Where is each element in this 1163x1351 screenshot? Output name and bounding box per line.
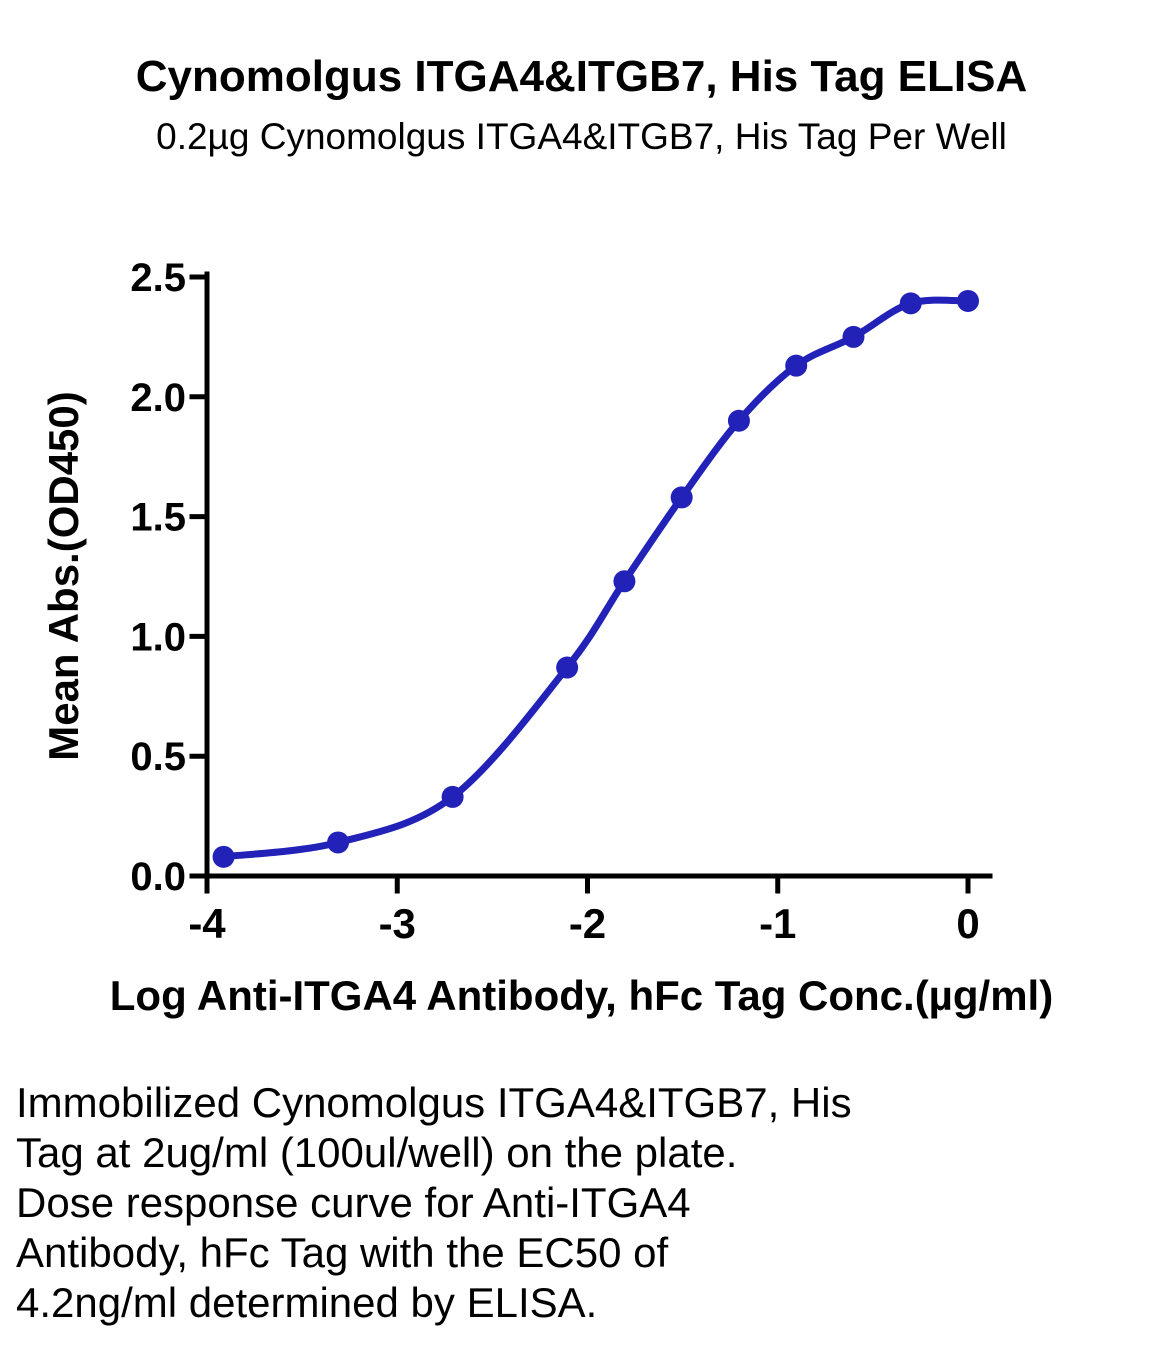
caption-line: Antibody, hFc Tag with the EC50 of — [16, 1229, 669, 1276]
data-point — [899, 292, 922, 315]
x-tick-label: -1 — [759, 900, 796, 947]
chart-title: Cynomolgus ITGA4&ITGB7, His Tag ELISA — [135, 52, 1028, 101]
x-tick-label: -2 — [569, 900, 606, 947]
y-tick-label: 1.5 — [130, 496, 186, 540]
y-tick-label: 2.5 — [130, 256, 186, 300]
dose-response-chart: 0.0 0.5 1.0 1.5 2.0 2.5 -4 -3 -2 -1 0 Mean Abs.(OD4… — [40, 256, 993, 947]
x-tick-label: 0 — [956, 900, 979, 947]
y-tick-label: 2.0 — [130, 376, 186, 420]
y-tick-label: 0.0 — [130, 855, 186, 899]
data-point — [842, 325, 865, 348]
caption-line: Immobilized Cynomolgus ITGA4&ITGB7, His — [16, 1079, 852, 1126]
caption-line: Dose response curve for Anti-ITGA4 — [16, 1179, 691, 1226]
axes — [189, 271, 993, 894]
tick-labels: 0.0 0.5 1.0 1.5 2.0 2.5 -4 -3 -2 -1 0 — [130, 256, 979, 947]
data-points — [212, 289, 979, 868]
caption-line: Tag at 2ug/ml (100ul/well) on the plate. — [16, 1129, 738, 1176]
y-tick-label: 0.5 — [130, 735, 186, 779]
x-tick-label: -4 — [188, 900, 226, 947]
figure-caption: Immobilized Cynomolgus ITGA4&ITGB7, His … — [16, 1078, 1146, 1328]
data-point — [212, 845, 235, 868]
caption-line: 4.2ng/ml determined by ELISA. — [16, 1279, 598, 1326]
data-point — [327, 831, 350, 854]
x-tick-label: -3 — [379, 900, 416, 947]
data-point — [613, 570, 636, 593]
y-axis-label: Mean Abs.(OD450) — [40, 391, 87, 761]
data-point — [556, 656, 579, 679]
chart-subtitle: 0.2µg Cynomolgus ITGA4&ITGB7, His Tag Pe… — [156, 116, 1007, 157]
data-point — [670, 486, 693, 509]
data-point — [785, 354, 808, 377]
x-axis-label: Log Anti-ITGA4 Antibody, hFc Tag Conc.(µ… — [109, 972, 1054, 1019]
data-point — [441, 785, 464, 808]
data-point — [727, 409, 750, 432]
y-tick-label: 1.0 — [130, 615, 186, 659]
fit-curve — [220, 296, 972, 861]
data-point — [957, 289, 979, 312]
